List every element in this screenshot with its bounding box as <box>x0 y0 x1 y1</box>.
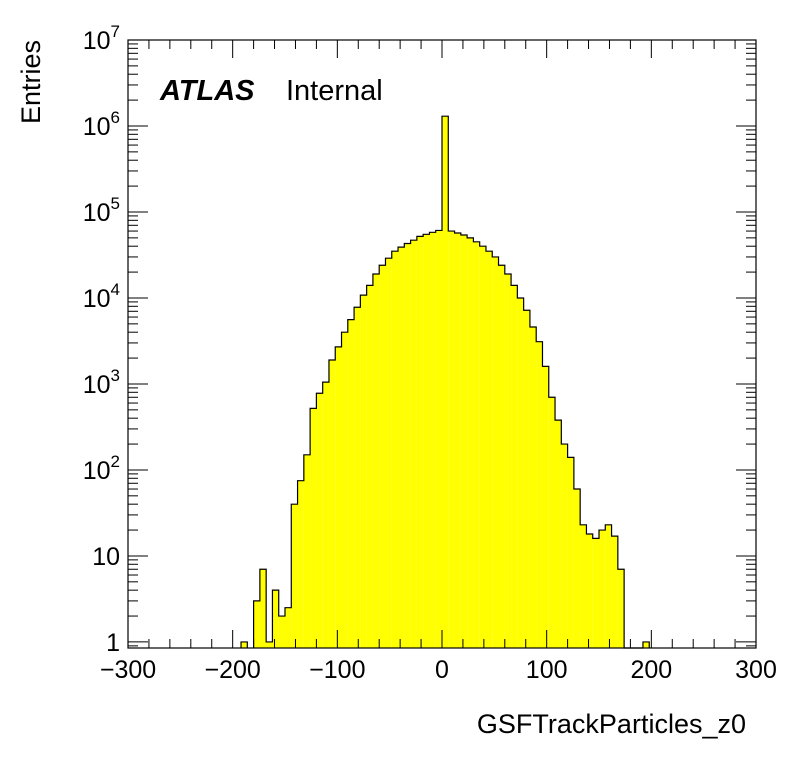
y-tick-labels: 1 10 102 103 104 105 106 107 <box>83 22 120 657</box>
y-axis-title: Entries <box>16 40 46 124</box>
histogram-outline <box>240 115 650 649</box>
histogram-bar <box>473 241 480 648</box>
histogram-bar <box>536 341 543 648</box>
y-tick-label: 104 <box>83 280 120 313</box>
histogram-bar <box>266 641 273 648</box>
atlas-label: ATLAS <box>159 75 255 107</box>
histogram-bar <box>253 600 260 648</box>
histogram-bar <box>548 397 556 648</box>
histogram-bar <box>617 569 625 648</box>
x-tick-label: 100 <box>526 656 568 684</box>
histogram-bar <box>561 444 568 648</box>
axis-ticks <box>127 39 757 648</box>
histogram-bar <box>278 616 285 648</box>
histogram-bar <box>498 265 505 648</box>
histogram-bar <box>479 246 486 649</box>
x-tick-label: 200 <box>630 656 672 684</box>
x-axis-title: GSFTrackParticles_z0 <box>477 709 746 739</box>
histogram-bar <box>642 641 650 648</box>
histogram-bar <box>460 234 468 648</box>
y-tick-label: 103 <box>83 366 120 399</box>
histogram-bar <box>611 536 618 648</box>
histogram-bar <box>341 332 348 648</box>
x-tick-labels: −300 −200 −100 0 100 200 300 <box>100 656 777 684</box>
histogram-bar <box>467 237 474 648</box>
internal-label: Internal <box>286 75 383 107</box>
histogram-bar <box>259 569 267 648</box>
histogram-bar <box>372 274 380 648</box>
histogram-bar <box>416 236 424 648</box>
y-tick-label: 1 <box>106 629 120 657</box>
histogram-bar <box>580 524 587 648</box>
histogram-bar <box>379 265 386 648</box>
x-tick-label: −200 <box>205 656 261 684</box>
histogram-bar <box>592 538 599 648</box>
histogram-bar <box>567 457 574 648</box>
histogram-bar <box>448 231 455 648</box>
y-tick-label: 10 <box>92 543 120 571</box>
histogram-bar <box>322 382 329 648</box>
histogram-bar <box>285 607 292 648</box>
histogram-bar <box>454 232 461 649</box>
histogram-bar <box>523 310 530 648</box>
x-tick-label: −300 <box>100 656 156 684</box>
histogram-bar <box>404 243 411 648</box>
histogram-bar <box>423 234 430 648</box>
histogram-bar <box>316 393 323 648</box>
histogram-bar <box>385 258 392 648</box>
histogram-bar <box>555 420 562 648</box>
histogram-bar <box>492 256 499 648</box>
histogram-bar <box>605 524 612 648</box>
histogram-bar <box>435 230 442 649</box>
histogram-bar <box>335 346 342 648</box>
x-tick-label: 0 <box>435 656 449 684</box>
x-tick-label: 300 <box>735 656 777 684</box>
histogram-bar <box>511 285 518 648</box>
y-tick-label: 107 <box>83 22 120 55</box>
histogram-bar <box>303 454 311 648</box>
histogram-bar <box>504 274 512 648</box>
histogram-bars <box>241 116 650 649</box>
histogram-bar <box>272 590 279 648</box>
histogram-bar <box>241 641 248 648</box>
histogram-bar <box>360 295 367 648</box>
histogram-bar <box>366 285 373 648</box>
histogram-bar <box>442 116 449 649</box>
histogram-bar <box>328 359 336 648</box>
y-tick-label: 106 <box>83 108 120 141</box>
histogram-bar <box>517 297 524 648</box>
histogram-bar <box>410 240 417 648</box>
histogram-bar <box>573 489 581 648</box>
histogram-bar <box>542 366 549 648</box>
histogram-bar <box>529 326 537 648</box>
histogram-bar <box>398 247 405 649</box>
y-tick-label: 105 <box>83 194 120 227</box>
histogram-bar <box>485 251 493 648</box>
x-tick-label: −100 <box>309 656 365 684</box>
histogram-bar <box>354 307 361 648</box>
histogram-bar <box>391 251 399 648</box>
histogram-bar <box>347 319 355 648</box>
histogram-bar <box>291 504 298 648</box>
histogram-bar <box>310 408 317 648</box>
y-tick-label: 102 <box>83 452 120 485</box>
histogram-bar <box>599 530 606 648</box>
histogram-bar <box>429 232 436 648</box>
histogram-bar <box>586 533 593 648</box>
histogram-bar <box>297 480 304 648</box>
